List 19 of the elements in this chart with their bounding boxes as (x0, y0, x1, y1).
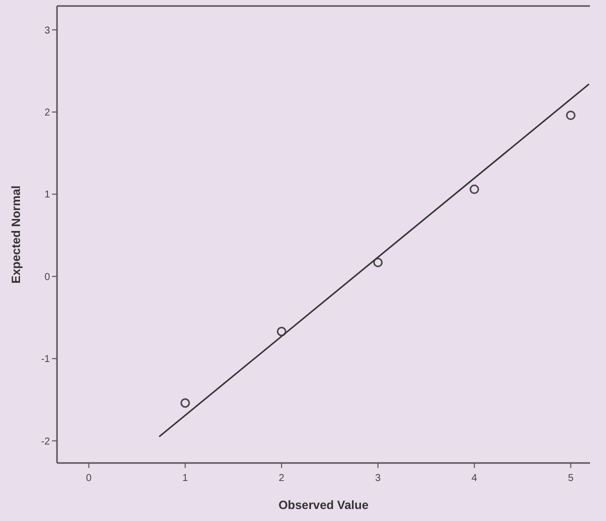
x-tick-label: 3 (375, 473, 382, 484)
y-tick-label: -1 (41, 354, 50, 366)
point (180, 398, 190, 408)
point (276, 326, 286, 336)
x-tick-label: 1 (182, 473, 188, 484)
x-tick-label: 0 (86, 473, 92, 484)
y-tick-label: 3 (44, 25, 50, 36)
y-axis-title: Expected Normal (9, 185, 23, 284)
x-tick-label: 2 (278, 473, 285, 484)
y-tick-label: 2 (44, 108, 50, 119)
y-tick-label: -2 (41, 436, 50, 448)
y-tick-label: 0 (44, 272, 50, 283)
x-axis-title: Observed Value (278, 498, 369, 512)
x-tick-label: 4 (472, 473, 478, 484)
y-tick-label: 1 (44, 190, 50, 201)
point (566, 110, 576, 120)
x-tick-label: 5 (568, 473, 574, 484)
point (470, 184, 480, 194)
point (373, 258, 383, 268)
